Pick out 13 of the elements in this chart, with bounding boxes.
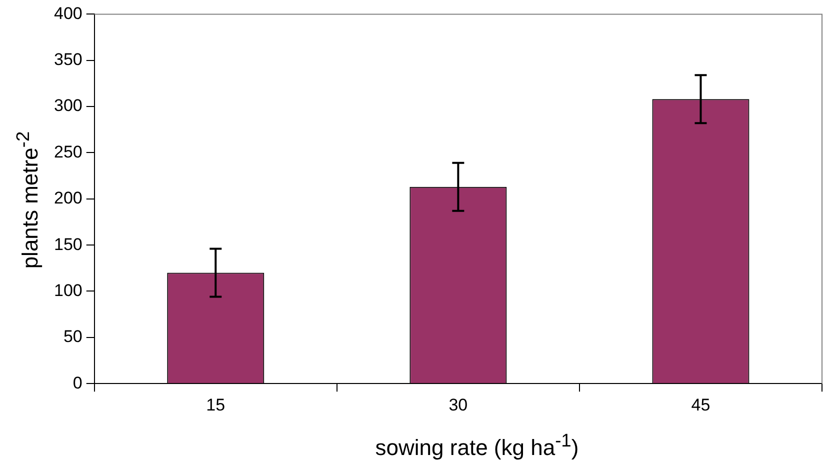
x-tick-label: 45 bbox=[691, 395, 710, 414]
y-tick-label: 50 bbox=[63, 327, 82, 346]
y-tick-label: 350 bbox=[54, 50, 82, 70]
y-tick-label: 150 bbox=[54, 234, 82, 254]
y-tick-label: 0 bbox=[72, 373, 82, 392]
x-tick-label: 30 bbox=[448, 395, 468, 414]
y-tick-label: 250 bbox=[54, 142, 82, 162]
y-tick-label: 400 bbox=[54, 4, 82, 23]
y-tick-label: 200 bbox=[54, 188, 82, 208]
y-tick-label: 300 bbox=[54, 96, 82, 116]
x-tick-label: 15 bbox=[206, 395, 226, 414]
y-tick-label: 100 bbox=[54, 280, 82, 300]
x-axis-title: sowing rate (kg ha$^{-1}$) bbox=[375, 430, 579, 460]
